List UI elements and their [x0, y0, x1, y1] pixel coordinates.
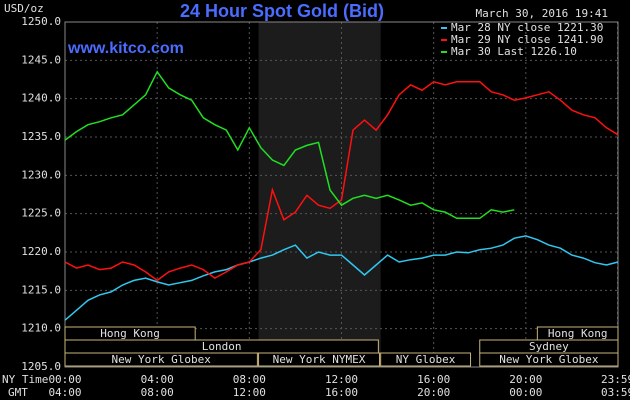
session-label: London: [202, 340, 242, 353]
x-tick-label-gmt: 08:00: [141, 386, 174, 399]
legend-label: Mar 29 NY close 1241.90: [451, 33, 603, 46]
session-label: Sydney: [529, 340, 569, 353]
watermark: www.kitco.com: [67, 40, 184, 57]
session-label: NY Globex: [396, 353, 456, 366]
x-tick-label-gmt: 04:00: [48, 386, 81, 399]
plot-frame: [64, 21, 619, 368]
y-tick-label: 1215.0: [21, 283, 61, 296]
y-tick-label: 1245.0: [21, 53, 61, 66]
legend-label: Mar 28 NY close 1221.30: [451, 21, 603, 34]
session-box: [64, 352, 258, 367]
session-label: New York Globex: [499, 353, 599, 366]
timestamp: March 30, 2016 19:41: [476, 7, 608, 20]
session-label: Hong Kong: [548, 327, 608, 340]
y-tick-label: 1230.0: [21, 168, 61, 181]
session-box: [380, 352, 472, 367]
market-highlight: [258, 22, 381, 367]
y-tick-label: 1235.0: [21, 130, 61, 143]
x-tick-label: 20:00: [509, 373, 542, 386]
x-tick-label: 16:00: [417, 373, 450, 386]
x-tick-label-gmt: 00:00: [509, 386, 542, 399]
session-label: New York Globex: [112, 353, 212, 366]
x-tick-label: 04:00: [141, 373, 174, 386]
x-tick-label-gmt: 12:00: [233, 386, 266, 399]
price-line: [64, 80, 619, 282]
y-tick-label: 1225.0: [21, 207, 61, 220]
price-line: [64, 70, 515, 220]
x-tick-label: 23:59: [601, 373, 630, 386]
x-tick-label-gmt: 03:59: [601, 386, 630, 399]
x-axis-name: GMT: [8, 386, 28, 399]
session-box: [258, 352, 381, 367]
x-tick-label: 08:00: [233, 373, 266, 386]
x-tick-label: 12:00: [325, 373, 358, 386]
session-box: [479, 352, 619, 367]
y-tick-label: 1240.0: [21, 92, 61, 105]
legend-label: Mar 30 Last 1226.10: [451, 45, 577, 58]
x-tick-label: 00:00: [48, 373, 81, 386]
y-tick-label: 1250.0: [21, 15, 61, 28]
x-tick-label-gmt: 16:00: [325, 386, 358, 399]
chart-title: 24 Hour Spot Gold (Bid): [180, 1, 384, 21]
y-tick-label: 1210.0: [21, 322, 61, 335]
session-label: New York NYMEX: [273, 353, 366, 366]
y-unit: USD/oz: [4, 2, 44, 15]
x-tick-label-gmt: 20:00: [417, 386, 450, 399]
y-tick-label: 1220.0: [21, 245, 61, 258]
y-tick-label: 1205.0: [21, 360, 61, 373]
x-axis-name: NY Time: [2, 373, 48, 386]
price-line: [64, 235, 619, 321]
session-label: Hong Kong: [100, 327, 160, 340]
